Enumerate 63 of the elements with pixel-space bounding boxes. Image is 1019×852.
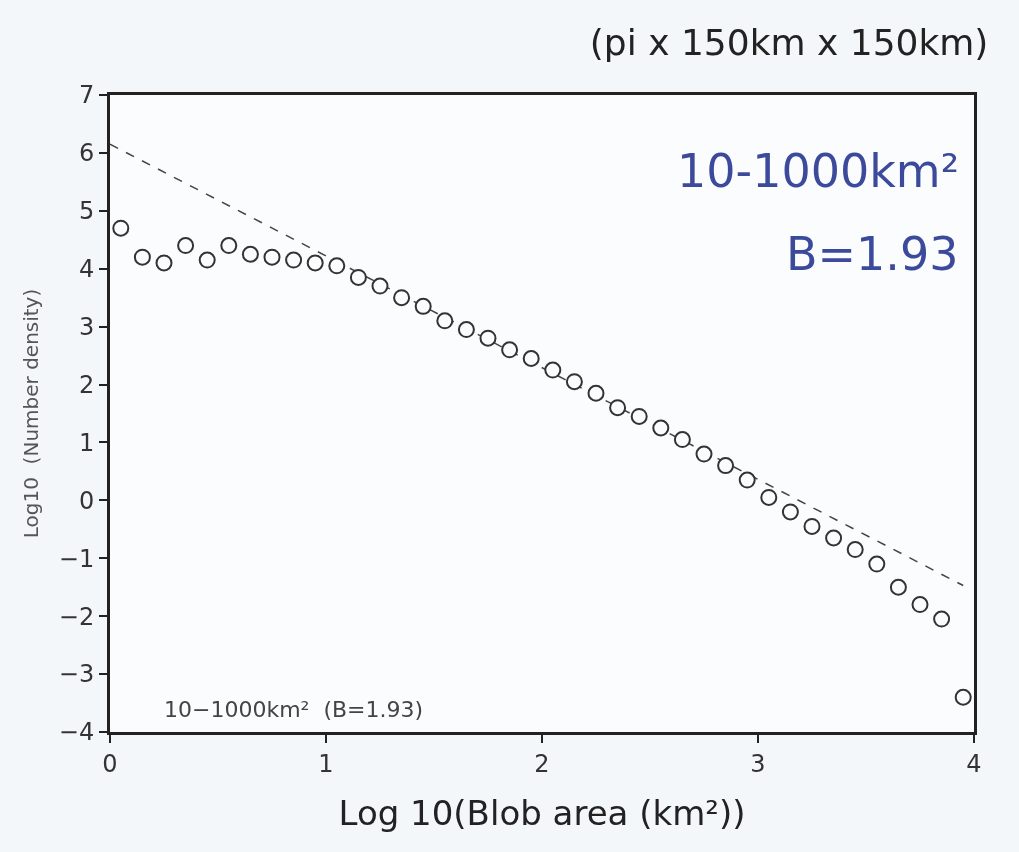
point [436, 312, 454, 330]
point [565, 373, 583, 391]
point [328, 257, 346, 275]
x-tick-label: 4 [966, 749, 982, 778]
point [760, 488, 778, 506]
y-tick-label: 4 [78, 255, 95, 284]
y-axis-title: Log10 (Number density) [19, 288, 44, 539]
annotation: 10-1000km² [677, 144, 960, 198]
point [954, 688, 972, 706]
point [846, 541, 864, 559]
y-tick-label: −4 [58, 718, 95, 747]
point [501, 341, 519, 359]
point [457, 321, 475, 339]
point [155, 254, 173, 272]
y-tick-label: 2 [78, 370, 95, 399]
point [630, 407, 648, 425]
y-tick-label: 5 [78, 197, 95, 226]
x-axis-title: Log 10(Blob area (km²)) [338, 793, 746, 834]
point [371, 277, 389, 295]
point [349, 268, 367, 286]
point [587, 384, 605, 402]
point [781, 503, 799, 521]
point [889, 578, 907, 596]
point [285, 251, 303, 269]
point [933, 610, 951, 628]
point [198, 251, 216, 269]
x-tick-label: 0 [102, 749, 118, 778]
annotation: B=1.93 [786, 227, 959, 281]
point [825, 529, 843, 547]
point [911, 596, 929, 614]
point [868, 555, 886, 573]
x-tick-label: 2 [534, 749, 550, 778]
point [695, 445, 713, 463]
x-tick-label: 1 [318, 749, 334, 778]
annotation: 10−1000km² (B=1.93) [164, 697, 424, 722]
point [544, 361, 562, 379]
point [652, 419, 670, 437]
point [220, 237, 238, 255]
y-tick-label: 7 [78, 81, 95, 110]
point [609, 399, 627, 417]
y-tick-label: 6 [78, 139, 95, 168]
y-tick-label: −2 [58, 602, 95, 631]
y-tick-label: 0 [78, 486, 95, 515]
point [414, 297, 432, 315]
chart-title: (pi x 150km x 150km) [589, 22, 989, 64]
point [177, 237, 195, 255]
y-tick-label: 1 [78, 428, 95, 457]
y-tick-label: −1 [58, 544, 95, 573]
point [133, 248, 151, 266]
y-tick-label: 3 [78, 313, 95, 342]
point [717, 457, 735, 475]
x-tick-label: 3 [750, 749, 766, 778]
point [241, 245, 259, 263]
point [479, 329, 497, 347]
y-tick-label: −3 [58, 660, 95, 689]
point [803, 517, 821, 535]
point [522, 349, 540, 367]
point [306, 254, 324, 272]
point [263, 248, 281, 266]
point [112, 219, 130, 237]
point [393, 289, 411, 307]
point [673, 431, 691, 449]
point [738, 471, 756, 489]
